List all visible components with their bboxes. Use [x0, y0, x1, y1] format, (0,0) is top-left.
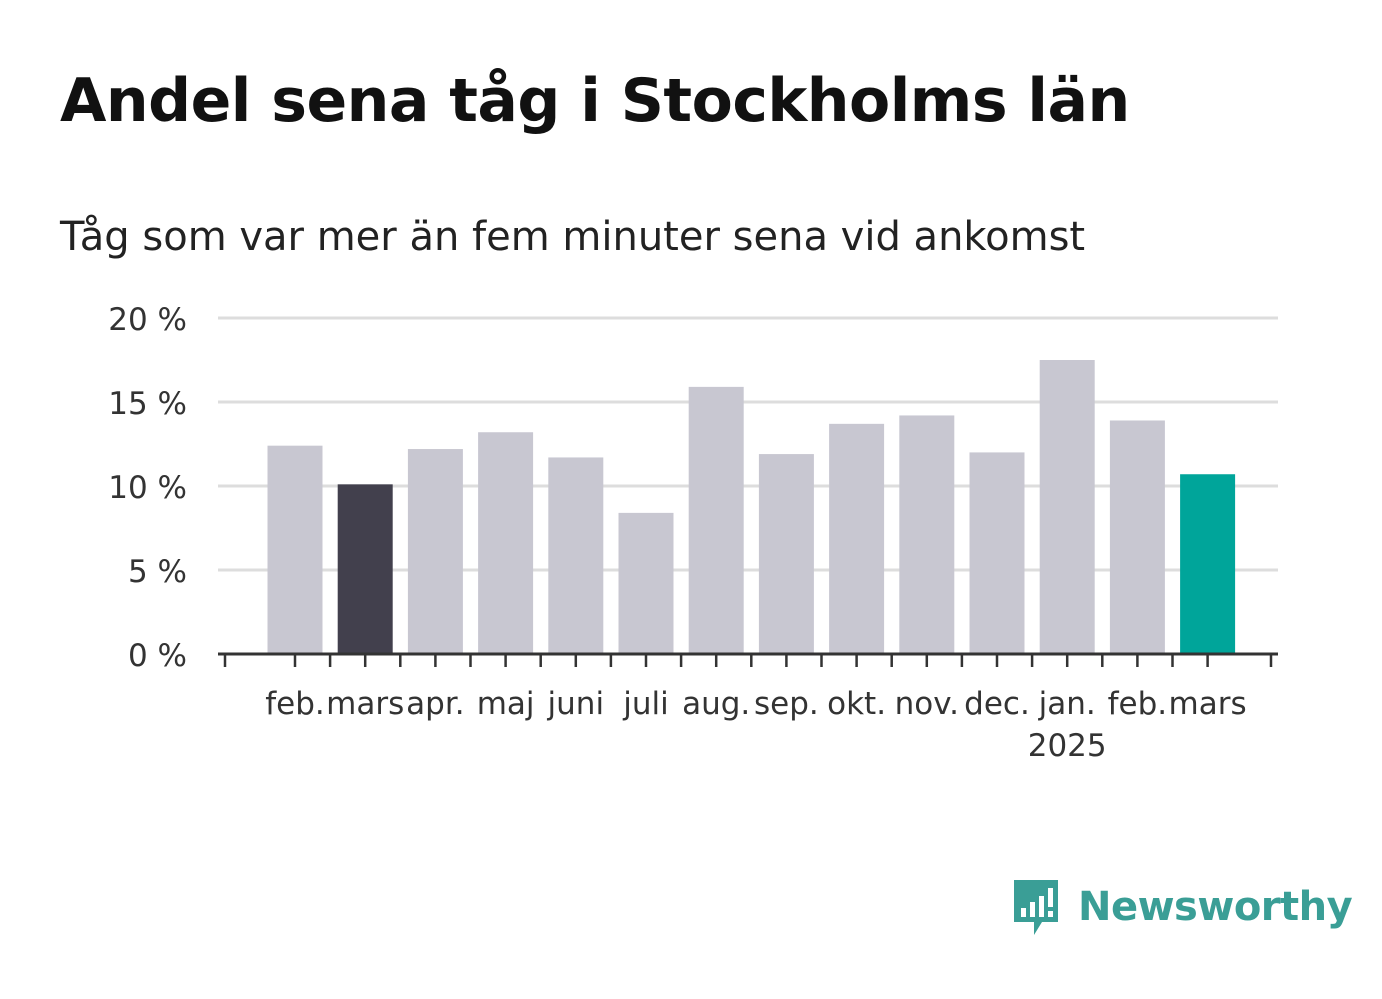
bar [969, 452, 1025, 654]
y-tick-label: 15 % [108, 386, 187, 422]
bar [548, 457, 604, 654]
bars [267, 360, 1236, 654]
x-tick-label: maj [477, 686, 535, 722]
x-tick-label: mars [1169, 686, 1247, 722]
bar [478, 432, 534, 654]
x-axis-ticks: feb. mars apr. maj juni juli aug. sep. okt. nov. d… [265, 686, 1246, 764]
x-tick-label: feb. [1108, 686, 1168, 722]
bar [267, 445, 323, 654]
bar-chart-speech-bubble-icon [1014, 880, 1058, 935]
bar [1039, 360, 1095, 654]
x-tick-label: juni [547, 686, 605, 722]
x-tick-label: okt. [827, 686, 886, 722]
x-year-label: 2025 [1028, 728, 1107, 764]
bar [1180, 474, 1236, 654]
bar [618, 512, 674, 654]
chart-title: Andel sena tåg i Stockholms län [60, 66, 1130, 136]
x-tick-label: nov. [895, 686, 959, 722]
y-tick-label: 0 % [128, 638, 187, 674]
bar [758, 454, 814, 654]
grid-lines [218, 316, 1278, 572]
y-axis-ticks: 0 % 5 % 10 % 15 % 20 % [108, 302, 187, 674]
y-tick-label: 5 % [128, 554, 187, 590]
x-tick-label: mars [326, 686, 404, 722]
x-tick-label: juli [622, 686, 669, 722]
bar [899, 415, 955, 654]
x-tick-label: jan. [1038, 686, 1096, 722]
y-tick-label: 10 % [108, 470, 187, 506]
x-axis [218, 652, 1278, 667]
bar [829, 423, 885, 654]
x-tick-label: apr. [406, 686, 464, 722]
x-tick-label: sep. [754, 686, 819, 722]
x-tick-label: dec. [964, 686, 1030, 722]
bar [688, 386, 744, 654]
brand-logo: Newsworthy [1012, 878, 1353, 936]
chart-subtitle: Tåg som var mer än fem minuter sena vid … [60, 214, 1086, 260]
x-tick-label: aug. [682, 686, 750, 722]
brand-name: Newsworthy [1078, 884, 1353, 930]
bar [337, 484, 393, 654]
bar [1109, 420, 1165, 654]
y-tick-label: 20 % [108, 302, 187, 338]
bar [407, 449, 463, 654]
x-tick-label: feb. [265, 686, 325, 722]
